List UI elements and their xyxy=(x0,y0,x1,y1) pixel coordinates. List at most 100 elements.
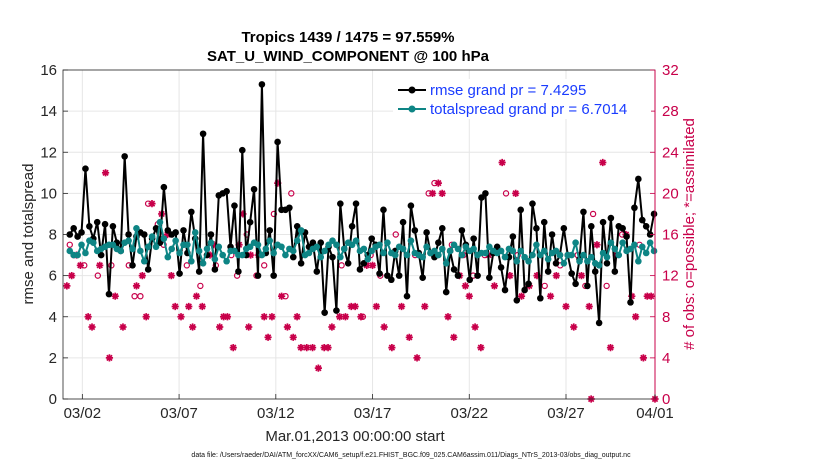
y-tick-label-left: 6 xyxy=(49,268,57,285)
obs-assimilated-marker xyxy=(119,323,127,331)
rmse-data-point xyxy=(435,239,442,247)
rmse-data-point xyxy=(97,251,105,259)
obs-assimilated-marker xyxy=(444,313,452,321)
obs-assimilated-marker xyxy=(303,343,311,352)
spread-data-point xyxy=(82,249,89,257)
rmse-data-point xyxy=(419,274,426,281)
obs-assimilated-marker xyxy=(428,189,437,197)
obs-assimilated-marker xyxy=(289,333,297,341)
spread-data-point xyxy=(191,229,199,236)
spread-data-point xyxy=(431,247,438,255)
x-tick-label: 03/12 xyxy=(257,405,295,422)
rmse-data-point xyxy=(533,225,540,232)
rmse-data-point xyxy=(470,235,477,242)
obs-assimilated-marker xyxy=(132,282,141,290)
rmse-data-point xyxy=(101,220,109,228)
spread-data-point xyxy=(305,249,313,257)
obs-assimilated-marker xyxy=(297,343,305,352)
spread-data-point xyxy=(450,241,458,249)
rmse-data-point xyxy=(560,225,568,232)
rmse-data-point xyxy=(388,276,395,284)
rmse-data-point xyxy=(442,288,450,296)
spread-data-point xyxy=(513,257,521,265)
spread-data-point xyxy=(313,243,321,251)
obs-possible-marker xyxy=(66,241,73,248)
obs-assimilated-marker xyxy=(314,364,322,372)
spread-data-point xyxy=(215,243,223,251)
spread-data-point xyxy=(580,251,587,259)
rmse-data-point xyxy=(517,206,525,214)
spread-data-point xyxy=(254,241,262,249)
obs-assimilated-marker xyxy=(198,302,206,311)
rmse-data-point xyxy=(344,259,352,267)
rmse-data-point xyxy=(270,272,277,279)
spread-data-point xyxy=(211,255,219,263)
rmse-data-point xyxy=(635,175,642,183)
rmse-data-point xyxy=(164,227,172,234)
obs-assimilated-marker xyxy=(413,354,421,362)
spread-data-point xyxy=(333,241,340,249)
chart-subtitle: SAT_U_WIND_COMPONENT @ 100 hPa xyxy=(207,48,490,65)
x-tick-label: 03/17 xyxy=(354,405,392,422)
y-tick-label-left: 12 xyxy=(40,144,57,161)
y-tick-label-left: 4 xyxy=(49,309,57,326)
obs-assimilated-marker xyxy=(229,343,237,352)
x-tick-label: 03/07 xyxy=(160,405,198,422)
obs-assimilated-marker xyxy=(328,323,336,331)
x-tick-label: 03/02 xyxy=(64,405,102,422)
spread-data-point xyxy=(297,227,305,234)
rmse-data-point xyxy=(297,259,305,267)
obs-assimilated-marker xyxy=(372,302,381,311)
rmse-data-point xyxy=(638,216,646,224)
spread-data-point xyxy=(501,253,509,261)
rmse-data-point xyxy=(568,270,575,277)
obs-assimilated-marker xyxy=(177,313,185,321)
rmse-data-point xyxy=(231,202,238,210)
rmse-data-point xyxy=(486,274,493,281)
obs-assimilated-marker xyxy=(512,189,520,197)
obs-assimilated-marker xyxy=(570,323,578,331)
spread-data-point xyxy=(631,241,638,249)
spread-data-point xyxy=(376,241,383,249)
spread-data-point xyxy=(172,237,179,244)
rmse-data-point xyxy=(537,294,544,302)
rmse-data-point xyxy=(337,200,344,207)
rmse-data-point xyxy=(144,266,152,273)
obs-assimilated-marker xyxy=(88,323,96,331)
y-tick-label-right: 4 xyxy=(662,350,670,367)
obs-assimilated-marker xyxy=(380,323,388,331)
x-axis-label: Mar.01,2013 00:00:00 start xyxy=(265,428,445,445)
spread-data-point xyxy=(470,245,477,253)
rmse-data-point xyxy=(329,253,336,261)
rmse-data-point xyxy=(309,239,317,247)
obs-assimilated-marker xyxy=(577,272,586,280)
rmse-data-point xyxy=(352,200,360,207)
y-tick-label-left: 10 xyxy=(40,185,57,202)
rmse-data-point xyxy=(631,204,638,212)
obs-assimilated-marker xyxy=(461,282,470,290)
spread-data-point xyxy=(560,259,568,267)
legend-rmse-label: rmse grand pr = 7.4295 xyxy=(430,82,586,99)
spread-data-point xyxy=(650,247,658,255)
obs-possible-marker xyxy=(338,262,345,269)
obs-assimilated-marker xyxy=(477,343,485,352)
spread-data-point xyxy=(454,245,462,253)
spread-data-point xyxy=(619,239,626,247)
obs-assimilated-marker xyxy=(517,292,526,300)
y-tick-label-right: 0 xyxy=(662,391,670,408)
obs-assimilated-marker xyxy=(245,323,253,331)
obs-assimilated-marker xyxy=(628,292,636,300)
y-tick-label-right: 28 xyxy=(662,103,679,120)
obs-possible-marker xyxy=(197,282,204,290)
obs-assimilated-marker xyxy=(434,179,442,187)
rmse-data-point xyxy=(599,218,607,226)
spread-data-point xyxy=(340,245,348,253)
rmse-data-point xyxy=(619,225,626,232)
spread-data-point xyxy=(266,237,274,244)
spread-data-point xyxy=(125,237,132,244)
spread-data-point xyxy=(568,251,575,259)
spread-data-point xyxy=(517,247,525,255)
rmse-data-point xyxy=(321,309,328,316)
obs-possible-marker xyxy=(288,190,295,197)
obs-assimilated-marker xyxy=(405,333,413,341)
